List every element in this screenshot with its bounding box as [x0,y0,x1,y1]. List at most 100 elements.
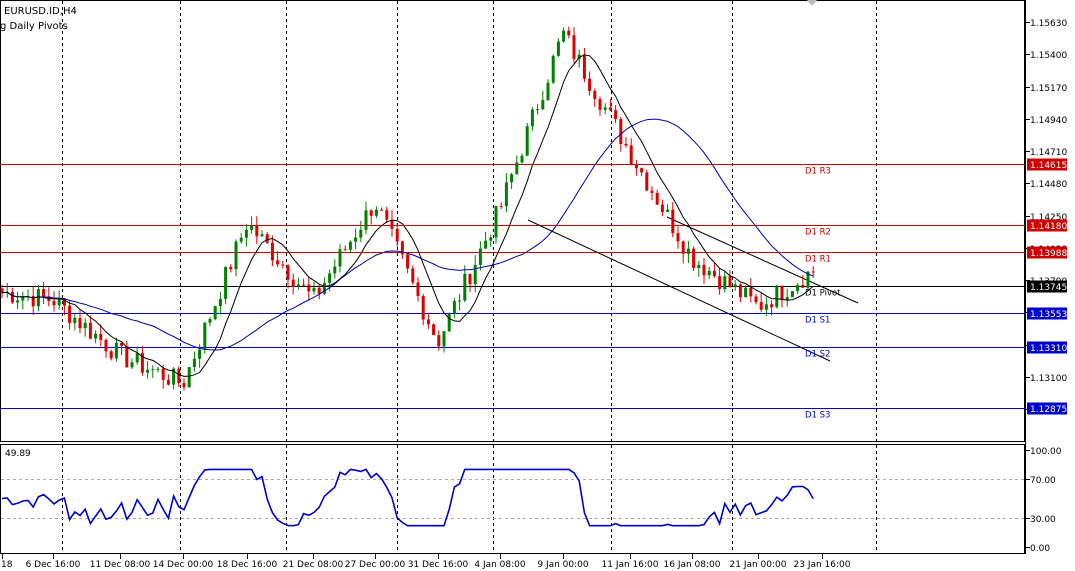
candle-body [650,190,654,193]
rsi-axis: 100.00 70.00 30.00 0.00 [1025,447,1062,554]
pivot-level-label: D1 S2 [805,350,830,360]
rsi-line [1,468,814,527]
price-label: 1.14940 [1030,116,1067,126]
candle-body [619,119,623,144]
candle-body [692,248,696,269]
time-label: 6 Dec 16:00 [26,560,81,570]
candle-body [655,192,659,205]
candle-body [437,335,441,347]
time-label: 11 Jan 16:00 [602,560,659,570]
candle-body [452,301,456,314]
candle-body [135,353,139,363]
candle-body [400,241,404,255]
candle-body [151,369,155,371]
rsi-tick-label: 100.00 [1030,447,1062,457]
candle-body [146,369,150,373]
candle-body [94,333,98,339]
pivot-level-label: D1 Pivot [805,289,841,299]
pivot-level-label: D1 R3 [805,167,831,177]
channel-upper-line[interactable] [666,216,859,304]
candle-body [603,107,607,110]
candlesticks [0,26,815,391]
candle-body [120,342,124,346]
candle-body [213,305,217,320]
candle-body [520,155,524,163]
pivot-level-label: D1 S3 [805,411,830,421]
candle-body [239,237,243,242]
candle-body [260,234,264,237]
candle-body [556,41,560,56]
candle-body [161,368,165,380]
pivot-labels: D1 R3 D1 R2 D1 R1 D1 Pivot D1 S1 D1 S2 D1 S3 [805,167,841,421]
channel-lower-line[interactable] [527,219,831,362]
pivot-badge [1027,402,1067,415]
rsi-tick-label: 0.00 [1030,544,1050,554]
ma-fast-line [1,54,814,377]
candle-body [374,209,378,216]
main-chart-frame [0,0,1025,442]
price-label: 1.14250 [1030,213,1067,223]
candle-body [723,276,727,290]
price-label: 1.13100 [1030,374,1067,384]
candle-body [478,248,482,265]
time-axis: 18 6 Dec 16:00 11 Dec 08:00 14 Dec 00:00 18 … [1,554,851,570]
candle-body [546,82,550,101]
candle-body [224,266,228,299]
candle-body [629,145,633,165]
candle-body [364,210,368,230]
candle-body [806,271,810,288]
candle-body [0,288,4,293]
candle-body [198,349,202,359]
channel-trendlines [527,216,859,362]
candle-body [421,295,425,320]
rsi-levels [1,479,1024,519]
candle-body [234,241,238,270]
candle-body [21,296,25,301]
candle-body [109,351,113,359]
candle-body [130,362,134,368]
candle-body [744,287,748,298]
candle-body [686,248,690,254]
candle-body [801,285,805,288]
price-label: 1.14480 [1030,180,1067,190]
chart-shift-marker-icon[interactable] [807,0,817,6]
candle-body [645,172,649,191]
pivot-badge-value: 1.13988 [1030,249,1067,259]
candle-body [390,219,394,229]
candle-body [250,225,254,230]
candle-body [10,291,14,303]
candle-body [88,322,92,339]
price-label: 1.15400 [1030,51,1067,61]
candle-body [385,210,389,220]
candle-body [754,296,758,303]
rsi-value-label: 49.89 [5,449,31,459]
candle-body [759,302,763,310]
candle-body [468,273,472,285]
time-label: 14 Dec 00:00 [153,560,214,570]
candle-body [172,368,176,385]
candle-body [36,289,40,307]
time-label: 27 Dec 00:00 [345,560,406,570]
candle-body [785,297,789,301]
pivot-level-label: D1 R1 [805,255,831,265]
candle-body [270,242,274,261]
candle-body [99,333,103,340]
rsi-tick-label: 30.00 [1030,515,1056,525]
candle-body [432,324,436,336]
candle-body [68,305,72,324]
candle-body [416,282,420,296]
candle-body [749,287,753,297]
candle-body [707,270,711,276]
candle-body [728,276,732,287]
candle-body [499,206,503,208]
vertical-grid [62,1,877,553]
candle-body [281,264,285,266]
candle-body [697,264,701,269]
pivot-badge [1027,307,1067,320]
candle-body [447,313,451,332]
candle-body [104,339,108,352]
candle-body [229,266,233,270]
candle-body [156,368,160,370]
time-label: 9 Jan 00:00 [537,560,589,570]
